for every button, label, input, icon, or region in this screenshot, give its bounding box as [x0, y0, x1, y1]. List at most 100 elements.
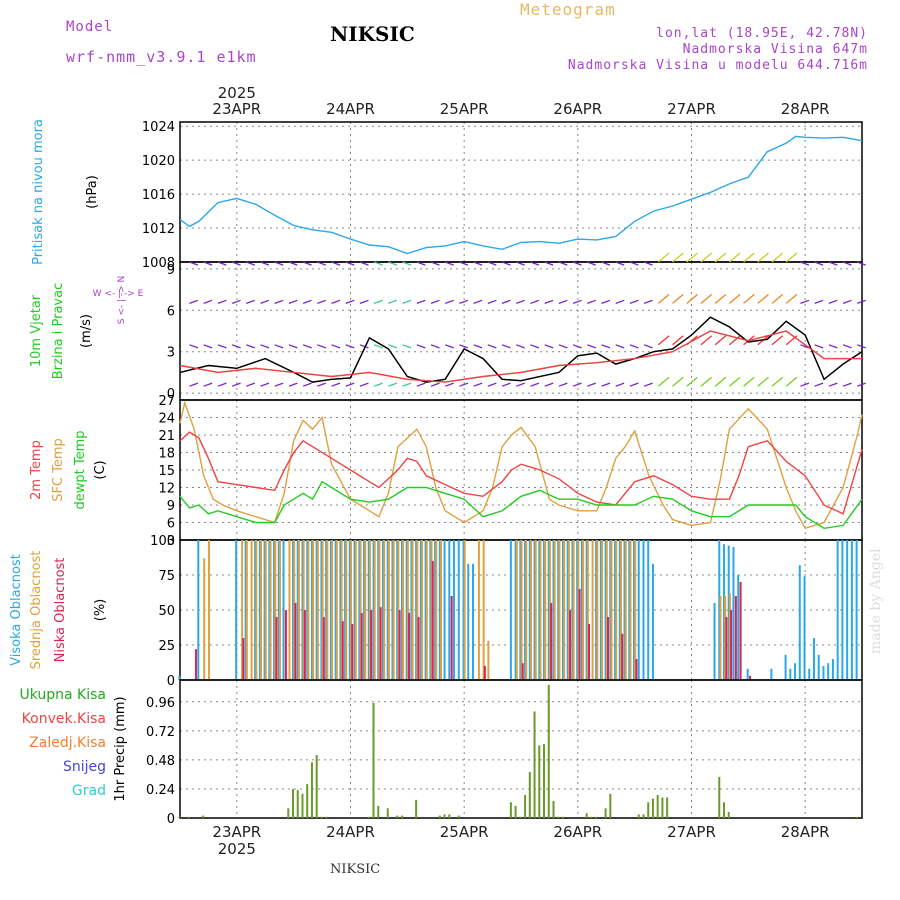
bar — [558, 540, 561, 680]
bar — [415, 799, 418, 818]
bar — [789, 668, 792, 680]
wind-arrow — [487, 299, 497, 305]
y-tick-label: 6 — [167, 517, 175, 532]
wind-arrow — [459, 382, 469, 387]
wind-arrow — [814, 344, 824, 349]
bar — [419, 540, 422, 680]
wind-arrow — [587, 344, 596, 349]
bar — [306, 784, 309, 818]
wind-arrow — [800, 382, 810, 387]
bar — [817, 654, 820, 680]
bar — [462, 540, 465, 680]
bar — [595, 540, 598, 680]
wind-arrow — [217, 299, 227, 305]
bar — [722, 802, 725, 818]
bar — [315, 540, 318, 680]
bar — [398, 610, 401, 680]
bar — [722, 544, 725, 680]
bar — [530, 540, 533, 680]
top-year-label: 2025 — [218, 84, 256, 102]
wind-arrow — [359, 261, 369, 266]
bar — [372, 540, 375, 680]
bar — [400, 815, 403, 818]
wind-arrow — [743, 252, 755, 263]
wind-speed-line — [179, 330, 862, 383]
series-line — [179, 135, 863, 255]
bar — [350, 540, 353, 680]
precip-legend-item: Ukupna Kisa — [19, 687, 106, 703]
wind-arrow — [771, 293, 784, 304]
bar — [586, 540, 589, 680]
wind-arrow — [800, 299, 810, 305]
bar — [553, 540, 556, 680]
bar — [618, 540, 621, 680]
bar — [633, 540, 636, 680]
bar — [294, 603, 297, 680]
wind-arrow — [700, 252, 713, 263]
wind-arrow — [800, 344, 810, 349]
bar — [794, 663, 797, 680]
bar — [431, 561, 434, 680]
bar — [651, 798, 654, 818]
bar — [727, 811, 730, 818]
bar — [718, 776, 721, 818]
bar — [358, 540, 361, 680]
wind-arrow — [530, 382, 540, 387]
bar — [320, 816, 323, 818]
bar — [430, 540, 433, 680]
bar — [467, 563, 470, 680]
wind-arrow — [629, 382, 639, 387]
wind-arrow — [302, 344, 312, 349]
wind-arrow — [728, 252, 741, 263]
bar — [348, 540, 351, 680]
bar — [443, 814, 446, 818]
bar — [557, 816, 560, 818]
wind-arrow — [657, 335, 670, 346]
bar — [457, 540, 460, 680]
bar — [341, 621, 344, 680]
wind-arrow — [416, 382, 426, 387]
wind-arrow — [587, 261, 596, 266]
bar — [609, 540, 612, 680]
bar — [606, 617, 609, 680]
bar — [734, 596, 737, 680]
wind-arrow — [487, 382, 497, 387]
bar — [351, 624, 354, 680]
bar — [855, 540, 858, 680]
bar — [383, 540, 386, 680]
wind-arrow — [359, 299, 369, 305]
wind-arrow — [402, 261, 412, 266]
bar — [241, 540, 244, 680]
wind-arrow — [373, 382, 383, 387]
wind-arrow — [430, 299, 440, 305]
bar — [397, 540, 400, 680]
wind-arrow — [302, 299, 312, 305]
model-label: Model — [66, 19, 114, 35]
bar — [344, 540, 347, 680]
bar — [296, 790, 299, 818]
bar — [453, 540, 456, 680]
wind-arrow — [587, 382, 596, 387]
bar — [557, 540, 560, 680]
wind-arrow — [672, 335, 684, 346]
bar — [273, 540, 276, 680]
wind-arrow — [203, 344, 213, 349]
bar — [284, 610, 287, 680]
wind-arrow — [416, 344, 426, 349]
bar — [585, 540, 588, 680]
wind-arrow — [714, 252, 727, 263]
bar — [277, 540, 280, 680]
bar — [585, 813, 588, 818]
bar — [642, 540, 645, 680]
wind-arrow — [587, 299, 596, 305]
bar — [841, 540, 844, 680]
wind-arrow — [615, 344, 625, 349]
model-name: wrf-nmm_v3.9.1 e1km — [66, 48, 257, 66]
bar — [519, 816, 522, 818]
wind-arrow — [814, 382, 824, 387]
bar — [515, 540, 518, 680]
bar — [378, 540, 381, 680]
wind-arrow — [714, 376, 727, 387]
bar — [372, 703, 375, 818]
